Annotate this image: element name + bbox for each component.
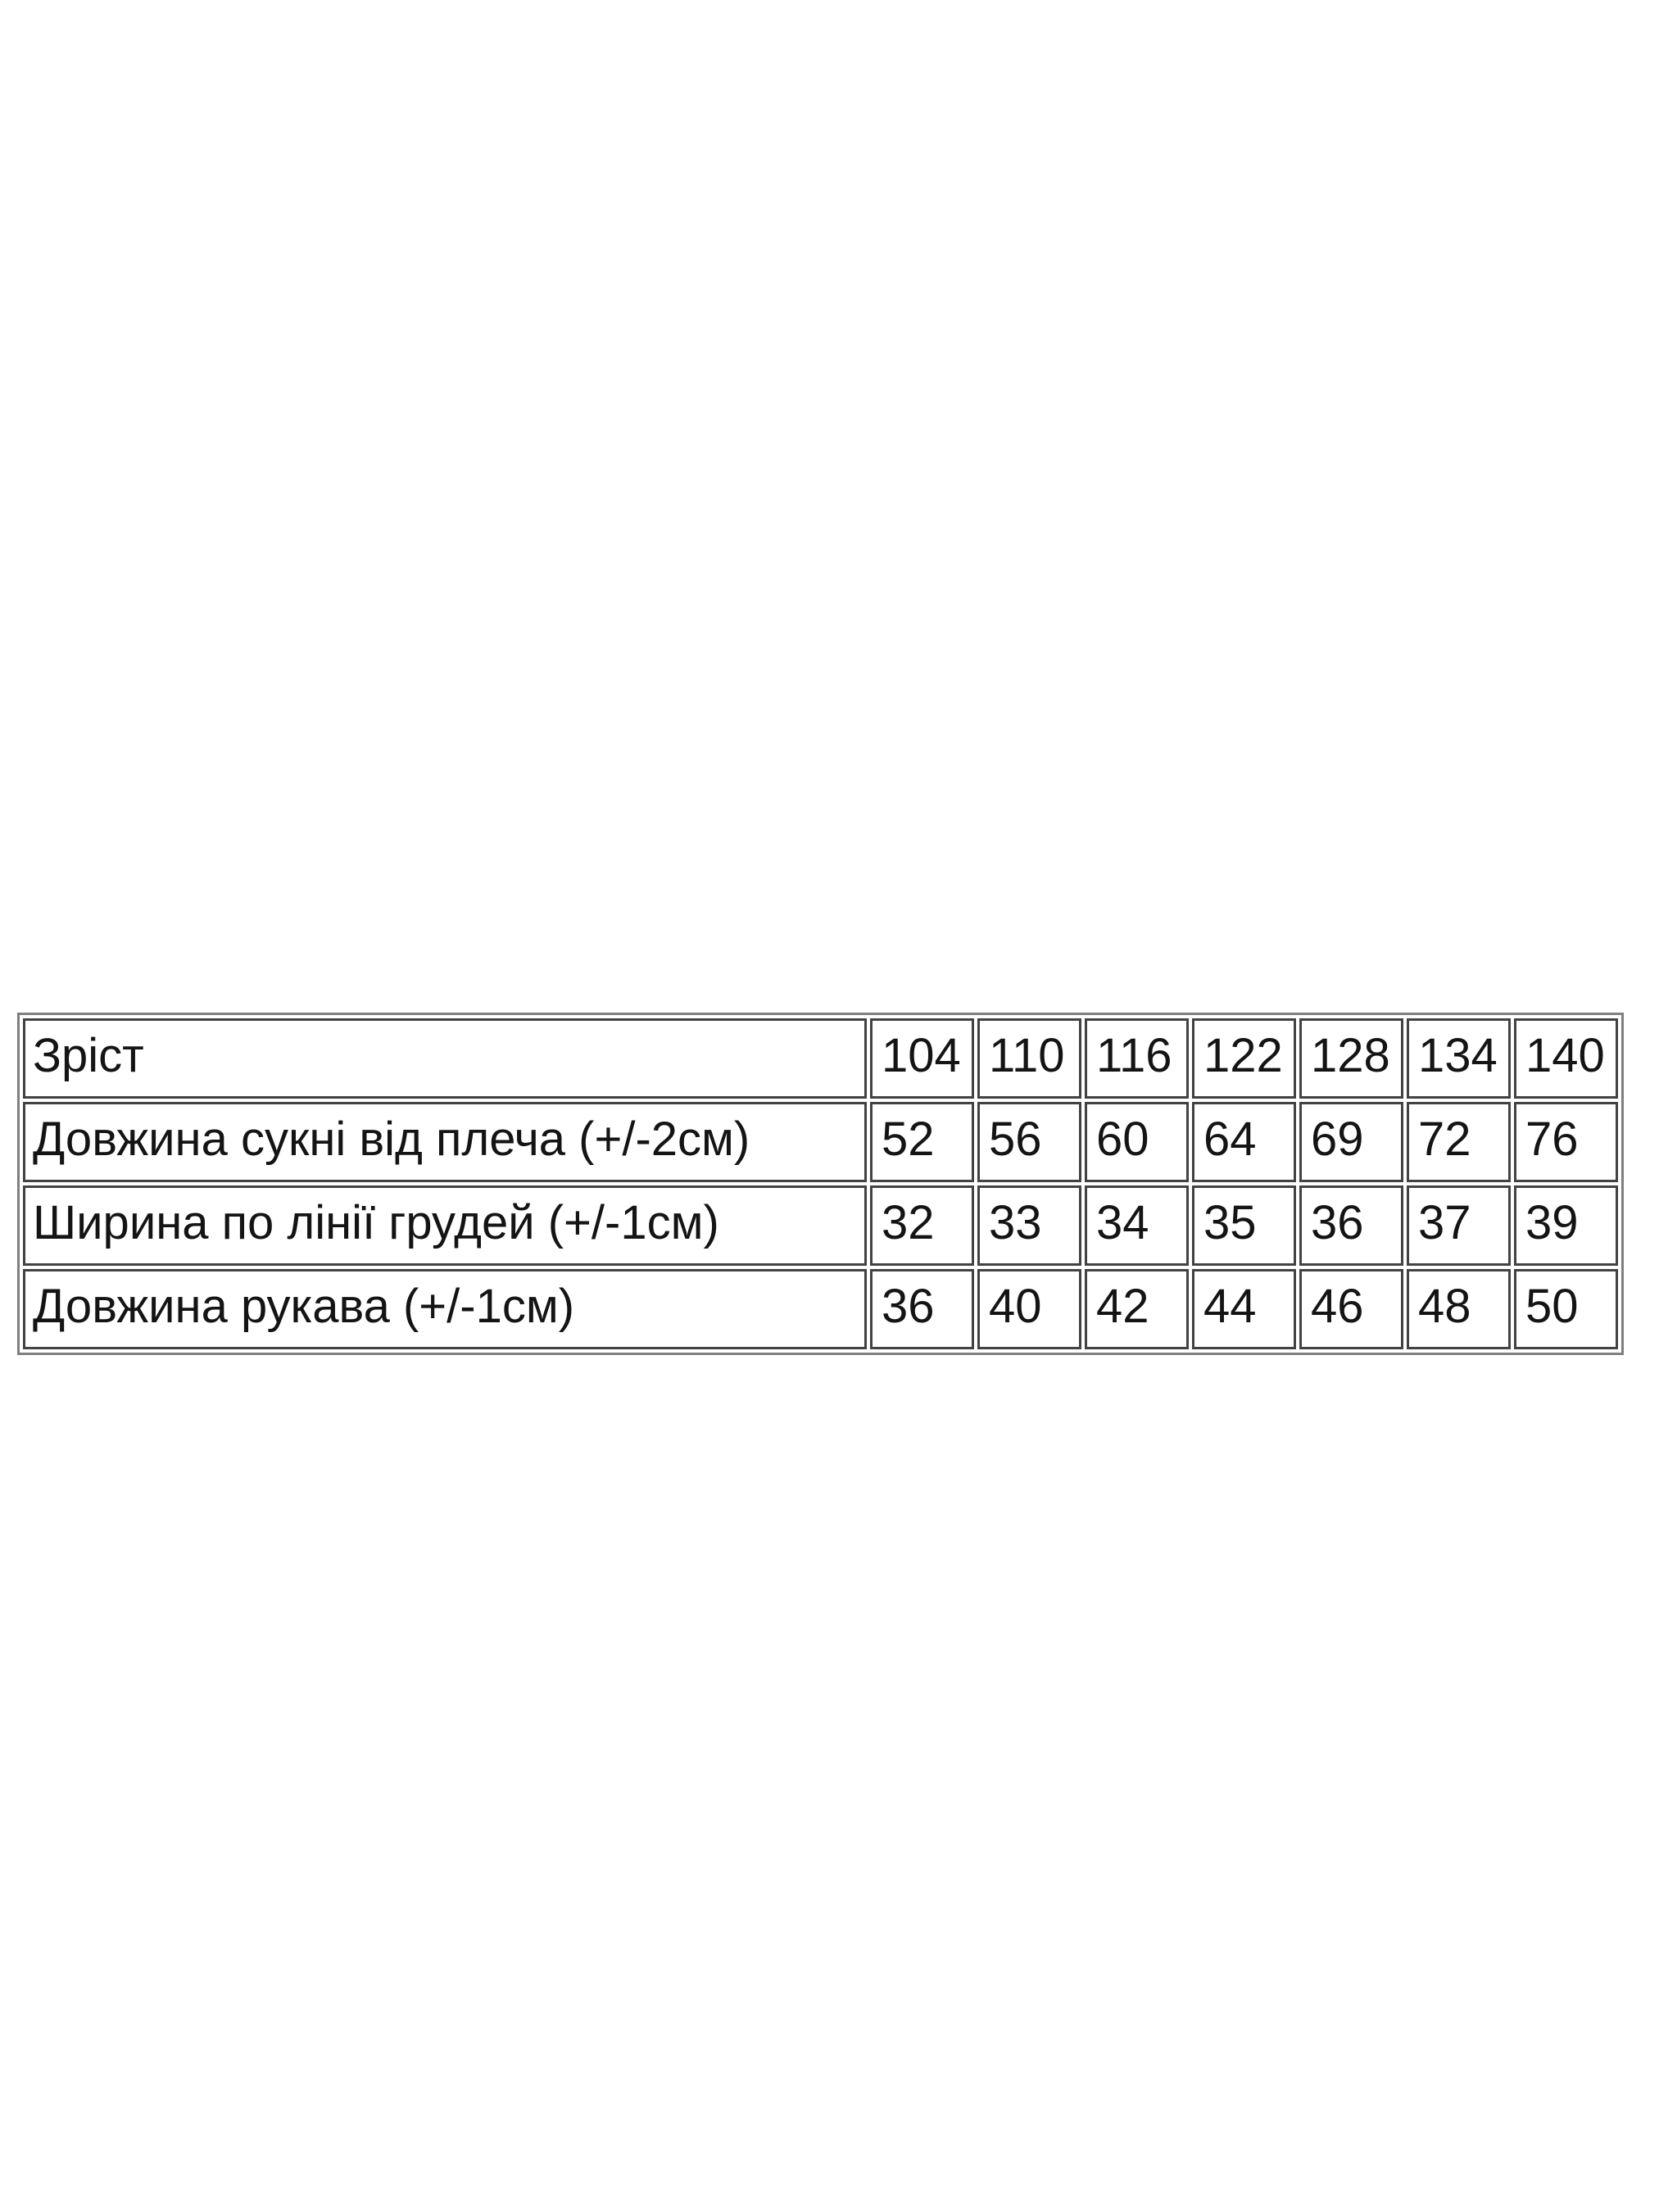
height-value: 104 xyxy=(870,1018,974,1099)
row-label-dress-length: Довжина сукні від плеча (+/-2см) xyxy=(23,1102,867,1182)
chest-width-value: 33 xyxy=(977,1185,1081,1266)
table-row-chest-width: Ширина по лінії грудей (+/-1см) 32 33 34… xyxy=(23,1185,1618,1266)
chest-width-value: 36 xyxy=(1299,1185,1403,1266)
height-value: 134 xyxy=(1407,1018,1511,1099)
size-chart-table: Зріст 104 110 116 122 128 134 140 Довжин… xyxy=(17,1013,1624,1355)
height-value: 128 xyxy=(1299,1018,1403,1099)
height-value: 140 xyxy=(1514,1018,1618,1099)
sleeve-length-value: 50 xyxy=(1514,1269,1618,1349)
dress-length-value: 72 xyxy=(1407,1102,1511,1182)
dress-length-value: 60 xyxy=(1085,1102,1189,1182)
height-value: 110 xyxy=(977,1018,1081,1099)
chest-width-value: 34 xyxy=(1085,1185,1189,1266)
row-label-sleeve-length: Довжина рукава (+/-1см) xyxy=(23,1269,867,1349)
table-row-height: Зріст 104 110 116 122 128 134 140 xyxy=(23,1018,1618,1099)
sleeve-length-value: 44 xyxy=(1192,1269,1296,1349)
sleeve-length-value: 48 xyxy=(1407,1269,1511,1349)
sleeve-length-value: 36 xyxy=(870,1269,974,1349)
chest-width-value: 32 xyxy=(870,1185,974,1266)
dress-length-value: 52 xyxy=(870,1102,974,1182)
sleeve-length-value: 40 xyxy=(977,1269,1081,1349)
height-value: 116 xyxy=(1085,1018,1189,1099)
chest-width-value: 39 xyxy=(1514,1185,1618,1266)
sleeve-length-value: 42 xyxy=(1085,1269,1189,1349)
chest-width-value: 35 xyxy=(1192,1185,1296,1266)
dress-length-value: 69 xyxy=(1299,1102,1403,1182)
row-label-height: Зріст xyxy=(23,1018,867,1099)
row-label-chest-width: Ширина по лінії грудей (+/-1см) xyxy=(23,1185,867,1266)
dress-length-value: 56 xyxy=(977,1102,1081,1182)
table-row-sleeve-length: Довжина рукава (+/-1см) 36 40 42 44 46 4… xyxy=(23,1269,1618,1349)
dress-length-value: 64 xyxy=(1192,1102,1296,1182)
sleeve-length-value: 46 xyxy=(1299,1269,1403,1349)
chest-width-value: 37 xyxy=(1407,1185,1511,1266)
table-row-dress-length: Довжина сукні від плеча (+/-2см) 52 56 6… xyxy=(23,1102,1618,1182)
height-value: 122 xyxy=(1192,1018,1296,1099)
dress-length-value: 76 xyxy=(1514,1102,1618,1182)
